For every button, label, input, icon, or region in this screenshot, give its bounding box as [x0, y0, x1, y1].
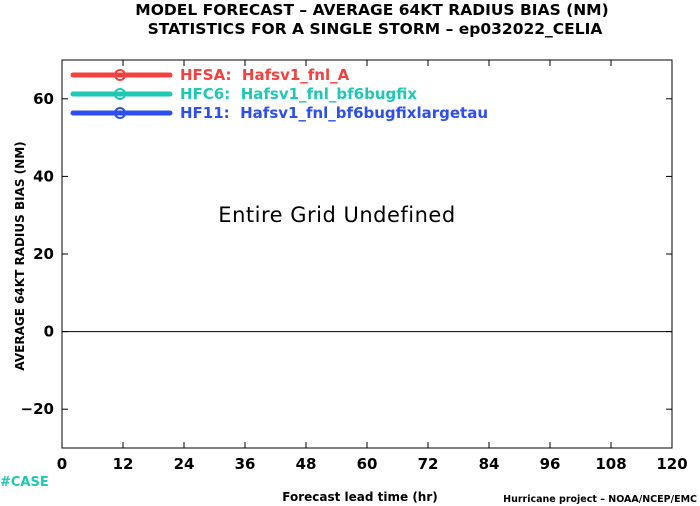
chart-title: MODEL FORECAST – AVERAGE 64KT RADIUS BIA… — [135, 1, 608, 19]
x-tick-label: 48 — [296, 455, 317, 473]
x-tick-label: 24 — [174, 455, 195, 473]
undefined-grid-annotation: Entire Grid Undefined — [218, 203, 455, 227]
x-tick-label: 0 — [57, 455, 67, 473]
y-tick-label: 20 — [33, 245, 54, 263]
x-tick-label: 36 — [235, 455, 256, 473]
chart-subtitle: STATISTICS FOR A SINGLE STORM – ep032022… — [148, 20, 603, 38]
legend-label: HFC6: Hafsv1_fnl_bf6bugfix — [180, 85, 417, 103]
legend-marker — [114, 107, 126, 119]
x-tick-label: 84 — [479, 455, 500, 473]
x-axis: 0 12 24 36 48 60 72 84 96 108 120 — [57, 60, 688, 473]
x-tick-label: 72 — [418, 455, 439, 473]
y-axis-label: AVERAGE 64KT RADIUS BIAS (NM) — [13, 141, 27, 370]
legend-marker — [114, 69, 126, 81]
case-tag: #CASE — [0, 475, 49, 490]
y-tick-label: 0 — [44, 323, 54, 341]
x-tick-label: 96 — [540, 455, 561, 473]
footer-credit: Hurricane project – NOAA/NCEP/EMC — [503, 494, 697, 505]
legend-marker — [114, 88, 126, 100]
y-axis: −20 0 20 40 60 — [21, 90, 672, 418]
y-tick-label: 40 — [33, 167, 54, 185]
x-axis-label: Forecast lead time (hr) — [282, 490, 438, 504]
x-tick-label: 12 — [113, 455, 134, 473]
x-tick-label: 120 — [656, 455, 687, 473]
y-tick-label: 60 — [33, 90, 54, 108]
legend-label: HFSA: Hafsv1_fnl_A — [180, 66, 350, 84]
x-tick-label: 108 — [595, 455, 626, 473]
x-tick-label: 60 — [357, 455, 378, 473]
legend-label: HF11: Hafsv1_fnl_bf6bugfixlargetau — [180, 104, 488, 122]
y-tick-label: −20 — [21, 400, 54, 418]
